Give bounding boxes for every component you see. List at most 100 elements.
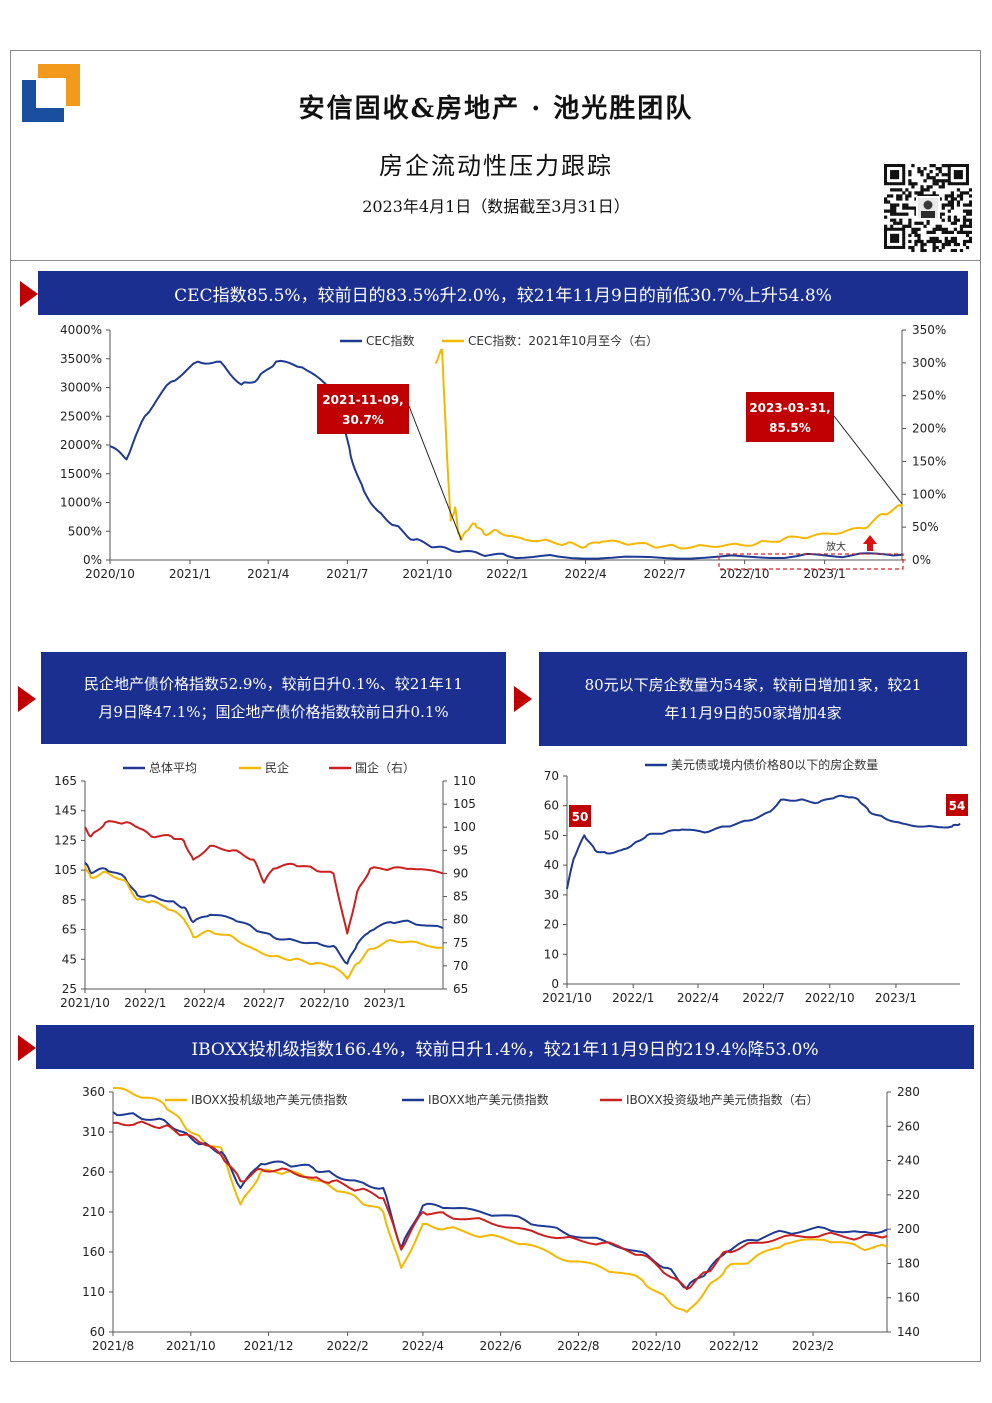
cec-summary-text: CEC指数85.5%，较前日的83.5%升2.0%，较21年11月9日的前低30… [174,285,832,306]
qr-module [935,236,939,241]
iboxx-index-chart: 60 110 160 210 260 310 360 140 160 180 200 220 240 26… [82,1085,920,1353]
y-tick-label: 110 [82,1285,105,1299]
qr-module [887,194,891,198]
qr-module [920,173,924,177]
qr-module [917,170,921,174]
qr-module [941,227,945,231]
qr-module [932,236,936,241]
x-tick-label: 2022/4 [564,567,606,581]
qr-module [932,239,936,244]
report-subtitle: 房企流动性压力跟踪 [379,152,613,180]
x-tick-label: 2022/7 [243,996,285,1010]
annotation-box [317,384,409,434]
qr-module [917,167,921,171]
qr-module [953,236,958,241]
qr-module [941,230,945,234]
qr-module [929,185,933,189]
header-divider [10,260,981,261]
qr-module [959,224,964,228]
point-label-box [569,805,591,827]
qr-module [965,191,970,195]
qr-module [959,248,964,252]
qr-module [908,239,912,244]
series-line-2 [434,348,903,550]
point-label: 54 [949,799,966,813]
qr-module [944,173,948,177]
x-tick-label: 2022/1 [612,991,654,1005]
qr-module [956,242,961,247]
qr-avatar-body [921,211,935,218]
qr-module [905,224,909,228]
qr-module [935,194,939,198]
qr-module [902,206,906,210]
x-tick-label: 2022/6 [480,1339,522,1353]
qr-module [896,212,900,216]
y-tick-label: 0% [83,553,102,567]
qr-module [956,188,961,192]
qr-module [893,209,897,213]
annotation-leader [833,415,903,505]
qr-module [884,197,888,201]
qr-module [908,170,912,174]
qr-module [932,194,936,198]
qr-module [905,197,909,201]
qr-avatar-head [923,200,933,210]
qr-module [950,206,954,210]
qr-module [920,191,924,195]
qr-module [959,194,964,198]
qr-module [968,218,972,222]
series-line-3 [84,820,444,935]
red-triangle-icon [18,1035,36,1061]
qr-module [962,221,967,225]
report-title: 安信固收&房地产 · 池光胜团队 [298,94,694,124]
x-tick-label: 2022/7 [644,567,686,581]
y-tick-label: 70 [544,769,559,783]
series-line-1 [566,794,961,890]
y-tick-label: 1000% [60,496,102,510]
y-tick-label: 50 [544,828,559,842]
qr-module [908,206,912,210]
qr-module [944,230,948,234]
qr-module [959,191,964,195]
qr-module [953,242,958,247]
series-line-1 [113,1087,888,1313]
x-tick-label: 2022/10 [299,996,349,1010]
qr-module [917,239,921,244]
x-tick-label: 2021/10 [166,1339,216,1353]
qr-module [962,242,967,247]
qr-module [953,239,958,244]
qr-module [965,233,970,238]
qr-module [899,212,903,216]
qr-module [965,218,970,222]
x-tick-label: 2021/8 [92,1339,134,1353]
qr-module [926,230,930,234]
qr-module [938,248,942,252]
qr-module [905,206,909,210]
y-tick-label: 60 [544,799,559,813]
qr-module [920,170,924,174]
qr-module [947,242,951,247]
qr-module [962,230,967,234]
qr-module [914,197,918,201]
page-frame [10,50,981,1362]
x-tick-label: 2022/1 [486,567,528,581]
qr-module [965,230,970,234]
qr-module [929,194,933,198]
x-tick-label: 2021/7 [326,567,368,581]
point-label: 50 [572,810,589,824]
bond-price-text-line1: 民企地产债价格指数52.9%，较前日升0.1%、较21年11 [84,675,463,693]
qr-module [920,185,924,189]
qr-module [953,197,958,201]
qr-module [914,221,918,225]
qr-module [920,188,924,192]
x-tick-label: 2022/2 [327,1339,369,1353]
qr-module [902,224,906,228]
y-tick-label: 1500% [60,467,102,481]
qr-module [965,224,970,228]
qr-module [950,197,954,201]
qr-module [920,194,924,198]
qr-module [956,194,961,198]
qr-module [932,227,936,231]
qr-module [956,230,961,234]
qr-module [944,203,948,207]
